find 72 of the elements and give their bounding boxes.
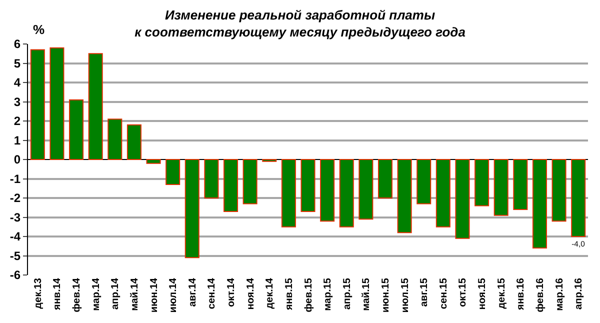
bar (455, 159, 470, 239)
bar (184, 159, 200, 258)
x-tick-label: янв.15 (284, 278, 295, 310)
x-tick-label: дек.15 (496, 278, 508, 309)
bar (50, 47, 64, 160)
bar (69, 99, 84, 160)
bar (339, 159, 354, 228)
x-tick-label: фев.16 (534, 278, 546, 312)
x-tick-label: апр.14 (110, 278, 122, 310)
x-tick-label: фев.15 (303, 278, 314, 312)
x-tick-label: окт.14 (226, 278, 238, 308)
y-tick-label: -4 (10, 230, 21, 244)
y-tick-label: -1 (10, 172, 21, 186)
x-tick-label: мар.14 (90, 278, 102, 311)
bar (416, 159, 432, 204)
x-tick-label: дек.14 (264, 278, 276, 309)
bar (378, 159, 392, 198)
bar (126, 124, 142, 160)
x-tick-label: май.14 (129, 278, 140, 311)
x-tick-label: мар.16 (554, 278, 566, 311)
bar (146, 159, 161, 164)
bar (397, 159, 412, 234)
x-tick-label: ноя.15 (477, 278, 488, 310)
bar (571, 159, 586, 237)
y-tick-label: 0 (14, 152, 21, 167)
x-tick-label: май.15 (361, 278, 372, 311)
y-tick-label: 2 (14, 114, 21, 128)
x-tick-label: авг.15 (419, 278, 430, 307)
y-tick-label: 3 (14, 94, 21, 109)
bar (166, 159, 180, 186)
bar (552, 159, 566, 222)
bar (88, 53, 103, 160)
y-tick-label: 6 (14, 37, 21, 52)
x-tick-label: июн.15 (380, 278, 392, 313)
x-tick-label: дек.13 (32, 278, 44, 309)
y-tick-label: -6 (10, 268, 21, 282)
x-tick-label: апр.16 (574, 278, 585, 310)
x-tick-label: ноя.14 (245, 278, 256, 310)
bar (436, 159, 450, 228)
y-tick-label: -2 (10, 191, 21, 206)
bar (281, 159, 296, 228)
bar (513, 159, 528, 210)
x-tick-label: июн.14 (148, 278, 160, 313)
x-tick-label: сен.14 (206, 278, 218, 310)
y-tick-label: 1 (14, 133, 21, 148)
bar (358, 159, 374, 220)
chart-title: Изменение реальной заработной платы к соответствующему месяцу предыдущего года (134, 7, 466, 40)
y-tick-label: 5 (14, 56, 21, 70)
y-axis-title: % (33, 22, 45, 37)
x-tick-label: июл.14 (168, 278, 180, 313)
bar (30, 49, 45, 160)
bar (224, 159, 238, 212)
y-tick-label: -3 (10, 210, 21, 224)
x-tick-label: сен.15 (438, 278, 450, 310)
x-tick-label: янв.14 (52, 278, 64, 310)
x-tick-label: апр.15 (342, 278, 353, 310)
x-tick-label: фев.14 (72, 278, 83, 312)
x-tick-label: мар.15 (322, 278, 334, 311)
x-tick-label: окт.15 (458, 278, 469, 308)
y-tick-label: 4 (14, 76, 21, 90)
x-tick-label: авг.14 (187, 278, 198, 307)
bar (532, 159, 547, 249)
x-tick-label: июл.15 (400, 278, 411, 313)
bar (474, 159, 490, 206)
x-tick-label: янв.16 (516, 278, 527, 310)
bar (494, 159, 508, 216)
bar (204, 159, 219, 198)
bar (242, 159, 258, 204)
bar (320, 159, 335, 222)
bar (300, 159, 316, 212)
bar (108, 118, 122, 160)
y-tick-label: -5 (10, 248, 21, 263)
